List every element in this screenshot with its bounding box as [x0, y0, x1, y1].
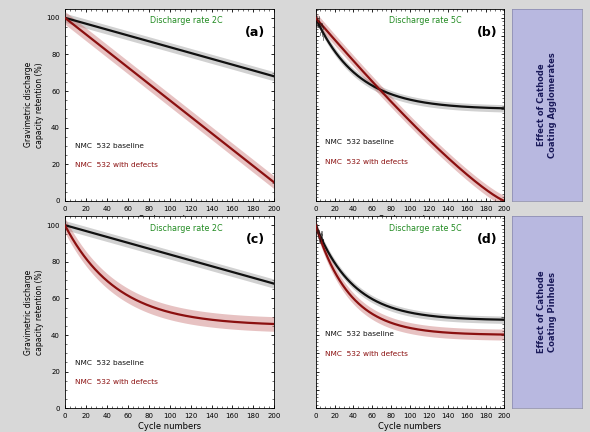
- Text: NMC  532 baseline: NMC 532 baseline: [325, 331, 394, 337]
- Text: Discharge rate 2C: Discharge rate 2C: [150, 224, 222, 233]
- Text: (a): (a): [245, 26, 266, 39]
- Text: (b): (b): [477, 26, 498, 39]
- Text: (d): (d): [477, 233, 498, 246]
- Text: (c): (c): [246, 233, 265, 246]
- Text: NMC  532 with defects: NMC 532 with defects: [76, 379, 158, 385]
- Text: NMC  532 with defects: NMC 532 with defects: [325, 159, 408, 165]
- Y-axis label: Gravimetric discharge
capacity retention (%): Gravimetric discharge capacity retention…: [24, 269, 44, 355]
- X-axis label: Cycle numbers: Cycle numbers: [138, 215, 201, 223]
- Text: Discharge rate 5C: Discharge rate 5C: [389, 16, 461, 25]
- Text: NMC  532 baseline: NMC 532 baseline: [76, 360, 144, 366]
- X-axis label: Cycle numbers: Cycle numbers: [379, 215, 441, 223]
- X-axis label: Cycle numbers: Cycle numbers: [138, 422, 201, 431]
- Text: Discharge rate 5C: Discharge rate 5C: [389, 224, 461, 233]
- Text: Effect of Cathode
Coating Agglomerates: Effect of Cathode Coating Agglomerates: [536, 52, 558, 158]
- Text: NMC  532 with defects: NMC 532 with defects: [325, 351, 408, 356]
- Text: NMC  532 with defects: NMC 532 with defects: [76, 162, 158, 168]
- Y-axis label: Gravimetric discharge
capacity retention (%): Gravimetric discharge capacity retention…: [24, 62, 44, 148]
- Text: Effect of Cathode
Coating Pinholes: Effect of Cathode Coating Pinholes: [536, 271, 558, 353]
- Text: NMC  532 baseline: NMC 532 baseline: [76, 143, 144, 149]
- Text: Discharge rate 2C: Discharge rate 2C: [150, 16, 222, 25]
- X-axis label: Cycle numbers: Cycle numbers: [379, 422, 441, 431]
- Text: NMC  532 baseline: NMC 532 baseline: [325, 140, 394, 145]
